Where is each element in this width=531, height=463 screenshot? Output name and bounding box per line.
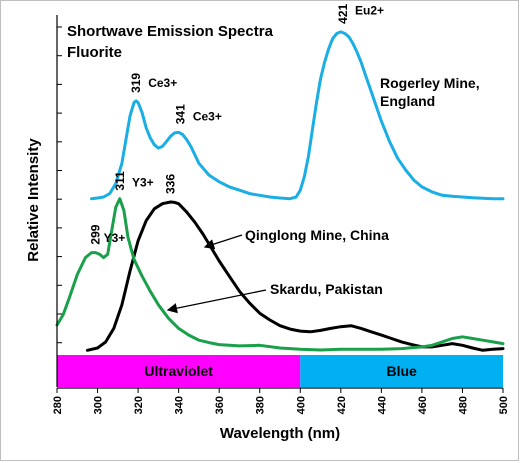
annotation-ion-ce3-: Ce3+ xyxy=(148,76,177,90)
x-axis-label: Wavelength (nm) xyxy=(220,425,340,442)
series-group xyxy=(55,30,505,352)
y-axis-label: Relative Intensity xyxy=(25,138,42,262)
annotation-peak-311: 311 xyxy=(113,171,127,191)
spectral-bands: Ultraviolet Blue xyxy=(57,355,503,387)
x-tick-label-380: 380 xyxy=(255,396,267,414)
annotation-ion-ce3-: Ce3+ xyxy=(193,110,222,124)
series-line-rogerley-mine-england xyxy=(90,30,505,201)
series-label-rogerley-mine-england-line-1: Rogerley Mine, xyxy=(380,75,480,91)
annotation-peak-421: 421 xyxy=(336,4,350,24)
series-line-qinglong-mine-china xyxy=(85,200,505,352)
x-tick-label-460: 460 xyxy=(417,396,429,414)
pointer-arrow-qinglong-mine-china xyxy=(203,234,243,250)
annotation-peak-319: 319 xyxy=(129,73,143,93)
band-blue xyxy=(300,355,503,387)
x-tick-label-480: 480 xyxy=(457,396,469,414)
x-tick-label-420: 420 xyxy=(336,396,348,414)
chart-frame xyxy=(0,0,519,461)
annotation-peak-341: 341 xyxy=(174,104,188,124)
band-ultraviolet xyxy=(57,355,301,387)
x-tick-label-440: 440 xyxy=(376,396,388,414)
series-label-qinglong-mine-china: Qinglong Mine, China xyxy=(245,227,389,243)
pointer-arrow-skardu-pakistan xyxy=(166,289,267,314)
series-label-rogerley-mine-england-line-2: England xyxy=(380,93,435,109)
annotation-ion-y3-: Y3+ xyxy=(104,231,126,245)
x-tick-label-500: 500 xyxy=(498,396,510,414)
x-tick-label-280: 280 xyxy=(52,396,64,414)
series-labels: Rogerley Mine, England Qinglong Mine, Chin… xyxy=(166,75,480,314)
x-tick-label-340: 340 xyxy=(174,396,186,414)
band-label-ultraviolet: Ultraviolet xyxy=(144,363,213,379)
series-label-skardu-pakistan: Skardu, Pakistan xyxy=(270,281,383,297)
series-line-skardu-pakistan xyxy=(55,197,505,352)
x-tick-label-300: 300 xyxy=(93,396,105,414)
x-tick-label-360: 360 xyxy=(214,396,226,414)
chart-title-line-1: Shortwave Emission Spectra xyxy=(67,23,274,40)
axes: 280 300 320 340 360 380 400 420 440 460 480 500 xyxy=(52,15,510,414)
band-label-blue: Blue xyxy=(386,363,417,379)
x-tick-label-320: 320 xyxy=(133,396,145,414)
annotation-ion-eu2-: Eu2+ xyxy=(355,3,384,17)
annotation-peak-299: 299 xyxy=(89,224,103,244)
chart-title-line-2: Fluorite xyxy=(67,44,122,61)
x-tick-label-400: 400 xyxy=(295,396,307,414)
annotation-peak-336: 336 xyxy=(164,174,178,194)
annotation-ion-y3-: Y3+ xyxy=(132,175,154,189)
